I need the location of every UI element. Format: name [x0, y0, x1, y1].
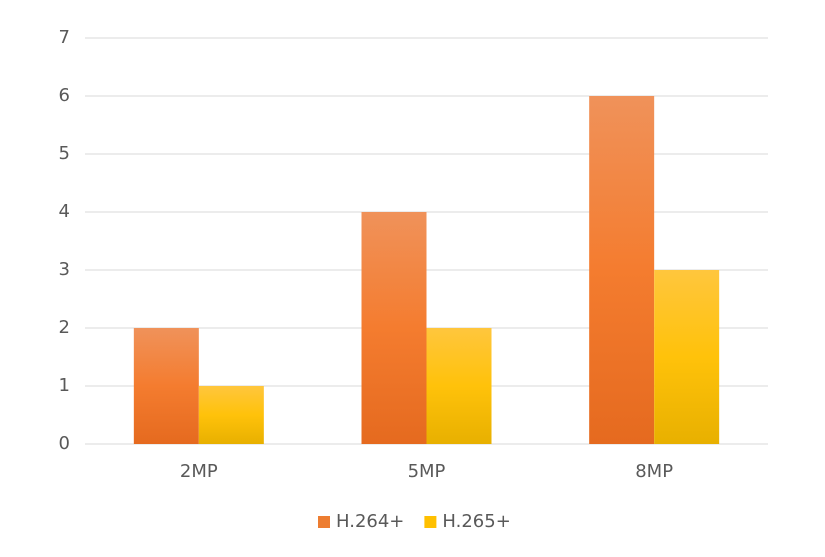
legend-swatch — [424, 516, 437, 528]
x-tick-label: 8MP — [635, 461, 673, 482]
bar — [198, 386, 264, 444]
y-tick-label: 0 — [59, 433, 70, 454]
bar — [133, 328, 199, 444]
x-tick-label: 5MP — [408, 461, 446, 482]
y-tick-label: 5 — [59, 143, 70, 164]
y-tick-label: 4 — [59, 201, 70, 222]
bar — [361, 212, 427, 444]
legend-label: H.265+ — [442, 511, 510, 532]
y-tick-label: 3 — [59, 259, 70, 280]
bar — [589, 96, 655, 444]
bar — [654, 270, 720, 444]
y-tick-label: 7 — [59, 27, 70, 48]
y-tick-label: 1 — [59, 375, 70, 396]
legend-label: H.264+ — [336, 511, 404, 532]
x-tick-label: 2MP — [180, 461, 218, 482]
legend-swatch — [318, 516, 330, 528]
y-tick-label: 6 — [59, 85, 70, 106]
bar — [426, 328, 492, 444]
y-tick-label: 2 — [59, 317, 70, 338]
